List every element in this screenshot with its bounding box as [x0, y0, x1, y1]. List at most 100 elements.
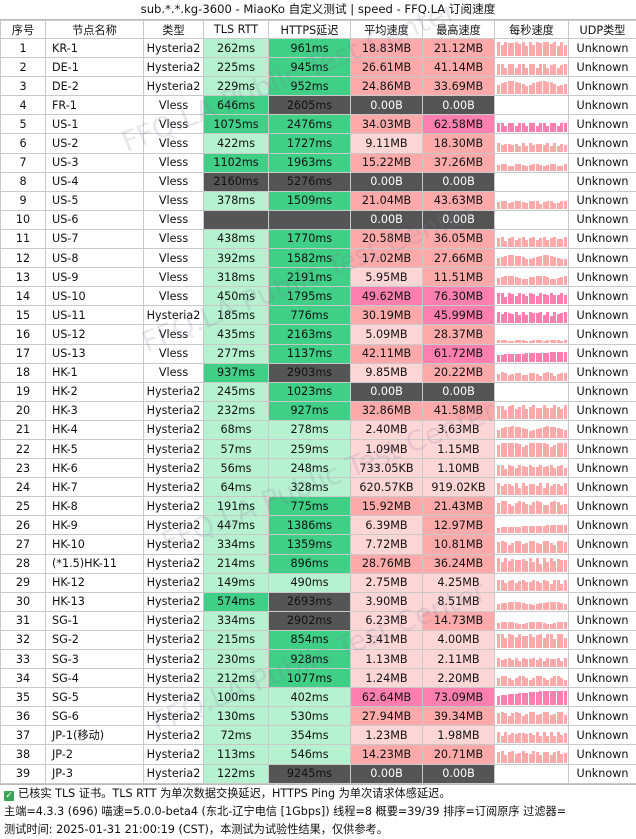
https-latency: 354ms	[269, 726, 351, 745]
node-name: HK-9	[46, 516, 144, 535]
per-second-speed-chart	[495, 115, 569, 134]
node-name: FR-1	[46, 96, 144, 115]
max-speed: 36.05MB	[423, 229, 495, 248]
header-tls-rtt: TLS RTT	[204, 21, 269, 39]
avg-speed: 3.41MB	[351, 630, 423, 649]
https-latency: 896ms	[269, 554, 351, 573]
node-name: HK-8	[46, 497, 144, 516]
https-latency: 1770ms	[269, 229, 351, 248]
node-name: JP-2	[46, 745, 144, 764]
max-speed: 45.99MB	[423, 306, 495, 325]
per-second-speed-chart	[495, 96, 569, 115]
max-speed: 28.37MB	[423, 325, 495, 344]
row-index: 15	[1, 306, 46, 325]
speed-sparkline	[495, 516, 568, 534]
udp-type: Unknown	[569, 134, 636, 153]
max-speed: 61.72MB	[423, 344, 495, 363]
header-avg-speed: 平均速度	[351, 21, 423, 39]
header-type: 类型	[144, 21, 204, 39]
tls-rtt: 56ms	[204, 459, 269, 478]
speed-sparkline	[495, 115, 568, 133]
udp-type: Unknown	[569, 630, 636, 649]
header-https-latency: HTTPS延迟	[269, 21, 351, 39]
avg-speed: 620.57KB	[351, 478, 423, 497]
avg-speed: 28.76MB	[351, 554, 423, 573]
tls-rtt: 149ms	[204, 573, 269, 592]
row-index: 39	[1, 764, 46, 783]
node-type: Hysteria2	[144, 611, 204, 630]
node-type: Vless	[144, 96, 204, 115]
https-latency: 328ms	[269, 478, 351, 497]
per-second-speed-chart	[495, 363, 569, 382]
max-speed: 8.51MB	[423, 592, 495, 611]
node-name: JP-1(移动)	[46, 726, 144, 745]
tls-rtt: 646ms	[204, 96, 269, 115]
row-index: 37	[1, 726, 46, 745]
node-type: Hysteria2	[144, 650, 204, 669]
https-latency: 961ms	[269, 39, 351, 58]
speed-sparkline	[495, 593, 568, 611]
tls-rtt: 378ms	[204, 191, 269, 210]
row-index: 3	[1, 77, 46, 96]
max-speed: 62.58MB	[423, 115, 495, 134]
https-latency: 2191ms	[269, 268, 351, 287]
sparkline-bar	[564, 560, 567, 572]
sparkline-bar	[564, 340, 567, 343]
https-latency: 402ms	[269, 688, 351, 707]
max-speed: 0.00B	[423, 210, 495, 229]
max-speed: 919.02KB	[423, 478, 495, 497]
https-latency: 927ms	[269, 401, 351, 420]
udp-type: Unknown	[569, 688, 636, 707]
max-speed: 33.69MB	[423, 77, 495, 96]
speed-sparkline	[495, 669, 568, 687]
avg-speed: 0.00B	[351, 172, 423, 191]
row-index: 8	[1, 172, 46, 191]
speed-sparkline	[495, 440, 568, 458]
avg-speed: 26.61MB	[351, 58, 423, 77]
per-second-speed-chart	[495, 134, 569, 153]
per-second-speed-chart	[495, 478, 569, 497]
per-second-speed-chart	[495, 707, 569, 726]
https-latency: 490ms	[269, 573, 351, 592]
speed-sparkline	[495, 211, 568, 229]
node-name: HK-7	[46, 478, 144, 497]
speed-sparkline	[495, 707, 568, 725]
tls-rtt: 435ms	[204, 325, 269, 344]
speed-table: 序号 节点名称 类型 TLS RTT HTTPS延迟 平均速度 最高速度 每秒速…	[0, 20, 636, 784]
speed-sparkline	[495, 364, 568, 382]
node-type: Hysteria2	[144, 669, 204, 688]
sparkline-bar	[564, 430, 567, 438]
row-index: 14	[1, 287, 46, 306]
per-second-speed-chart	[495, 401, 569, 420]
row-index: 36	[1, 707, 46, 726]
node-name: DE-1	[46, 58, 144, 77]
sparkline-bar	[564, 45, 567, 56]
max-speed: 0.00B	[423, 382, 495, 401]
https-latency: 776ms	[269, 306, 351, 325]
avg-speed: 7.72MB	[351, 535, 423, 554]
https-latency: 1727ms	[269, 134, 351, 153]
tls-rtt: 262ms	[204, 39, 269, 58]
speed-sparkline	[495, 58, 568, 76]
avg-speed: 0.00B	[351, 96, 423, 115]
tls-rtt: 212ms	[204, 669, 269, 688]
tls-rtt: 68ms	[204, 420, 269, 439]
row-index: 9	[1, 191, 46, 210]
node-type: Hysteria2	[144, 592, 204, 611]
avg-speed: 42.11MB	[351, 344, 423, 363]
max-speed: 21.12MB	[423, 39, 495, 58]
speed-sparkline	[495, 497, 568, 515]
per-second-speed-chart	[495, 172, 569, 191]
avg-speed: 20.58MB	[351, 229, 423, 248]
node-name: US-10	[46, 287, 144, 306]
avg-speed: 1.09MB	[351, 439, 423, 458]
per-second-speed-chart	[495, 764, 569, 783]
node-name: SG-1	[46, 611, 144, 630]
